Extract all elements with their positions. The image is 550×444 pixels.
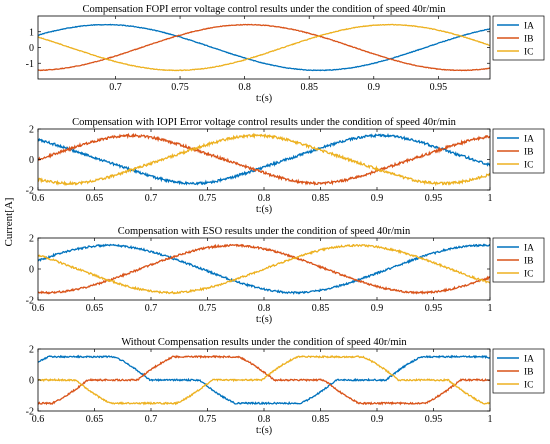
x-axis-label: t:(s) <box>256 204 272 215</box>
x-tick-label: 1 <box>488 193 493 204</box>
chart-panel-1: Compensation FOPI error voltage control … <box>26 4 545 104</box>
legend-label-IC: IC <box>524 381 534 391</box>
series-line-IC <box>38 243 490 295</box>
legend-label-IC: IC <box>524 270 534 280</box>
legend-label-IB: IB <box>524 35 534 45</box>
x-tick-label: 0.6 <box>32 303 45 314</box>
legend: IA IB IC <box>492 128 545 174</box>
legend-label-IC: IC <box>524 161 534 171</box>
x-axis-label: t:(s) <box>256 314 272 325</box>
x-tick-label: 0.7 <box>145 193 158 204</box>
x-tick-label: 0.7 <box>145 303 158 314</box>
x-tick-label: 0.9 <box>371 193 384 204</box>
x-tick-label: 0.75 <box>199 193 217 204</box>
y-tick-label: -2 <box>26 296 34 307</box>
y-tick-label: 2 <box>29 234 34 245</box>
y-tick-label: 2 <box>29 345 34 356</box>
x-tick-label: 0.85 <box>312 303 330 314</box>
x-tick-label: 0.6 <box>32 414 45 425</box>
series-line-IB <box>38 243 490 295</box>
x-tick-label: 0.85 <box>312 414 330 425</box>
x-tick-label: 0.65 <box>86 193 104 204</box>
legend-label-IA: IA <box>524 244 534 254</box>
x-tick-label: 0.75 <box>199 414 217 425</box>
chart-title: Compensation FOPI error voltage control … <box>82 4 446 15</box>
x-tick-label: 0.8 <box>238 82 251 93</box>
legend-label-IA: IA <box>524 22 534 32</box>
series-line-IA <box>38 243 490 295</box>
chart-panel-2: Compensation with IOPI Error voltage con… <box>26 117 545 215</box>
x-axis-label: t:(s) <box>256 93 272 104</box>
x-tick-label: 0.95 <box>425 193 443 204</box>
y-tick-label: 0 <box>29 265 34 276</box>
chart-panel-3: Compensation with ESO results under the … <box>26 226 545 325</box>
x-tick-label: 0.65 <box>86 414 104 425</box>
x-tick-label: 0.6 <box>32 193 45 204</box>
x-tick-label: 0.7 <box>109 82 122 93</box>
legend-label-IB: IB <box>524 368 534 378</box>
x-tick-label: 1 <box>488 303 493 314</box>
series-line-IC <box>38 132 490 187</box>
legend-label-IB: IB <box>524 257 534 267</box>
chart-title: Without Compensation results under the c… <box>121 337 407 348</box>
y-tick-label: -1 <box>26 59 34 70</box>
legend-label-IB: IB <box>524 148 534 158</box>
legend-label-IA: IA <box>524 355 534 365</box>
x-tick-label: 0.95 <box>425 414 443 425</box>
series-line-IB <box>38 354 490 406</box>
y-tick-label: -2 <box>26 407 34 418</box>
x-tick-label: 0.85 <box>312 193 330 204</box>
x-tick-label: 0.75 <box>199 303 217 314</box>
chart-title: Compensation with ESO results under the … <box>118 226 411 237</box>
x-tick-label: 0.7 <box>145 414 158 425</box>
x-axis-label: t:(s) <box>256 425 272 436</box>
series-line-IB <box>38 132 490 186</box>
legend: IA IB IC <box>492 15 545 61</box>
x-tick-label: 0.8 <box>258 193 271 204</box>
series-line-IB <box>38 23 490 72</box>
chart-title: Compensation with IOPI Error voltage con… <box>72 117 457 128</box>
legend-label-IC: IC <box>524 48 534 58</box>
series-line-IC <box>38 23 490 72</box>
x-tick-label: 0.95 <box>425 303 443 314</box>
x-tick-label: 0.95 <box>430 82 448 93</box>
x-tick-label: 0.8 <box>258 414 271 425</box>
x-tick-label: 0.65 <box>86 303 104 314</box>
x-tick-label: 0.9 <box>368 82 381 93</box>
x-tick-label: 0.9 <box>371 414 384 425</box>
y-tick-label: 0 <box>29 376 34 387</box>
y-tick-label: -2 <box>26 186 34 197</box>
x-tick-label: 0.85 <box>300 82 318 93</box>
legend: IA IB IC <box>492 348 545 394</box>
x-tick-label: 0.8 <box>258 303 271 314</box>
legend: IA IB IC <box>492 237 545 283</box>
shared-y-axis-label: Current[A] <box>3 198 15 247</box>
series-line-IA <box>38 132 490 186</box>
x-tick-label: 0.9 <box>371 303 384 314</box>
series-line-IA <box>38 23 490 72</box>
x-tick-label: 0.75 <box>171 82 189 93</box>
y-tick-label: 1 <box>29 27 34 38</box>
x-tick-label: 1 <box>488 414 493 425</box>
series-line-IC <box>38 354 490 406</box>
chart-panel-4: Without Compensation results under the c… <box>26 337 545 436</box>
series-line-IA <box>38 354 490 406</box>
legend-label-IA: IA <box>524 135 534 145</box>
y-tick-label: 2 <box>29 125 34 136</box>
y-tick-label: 0 <box>29 43 34 54</box>
y-tick-label: 0 <box>29 155 34 166</box>
